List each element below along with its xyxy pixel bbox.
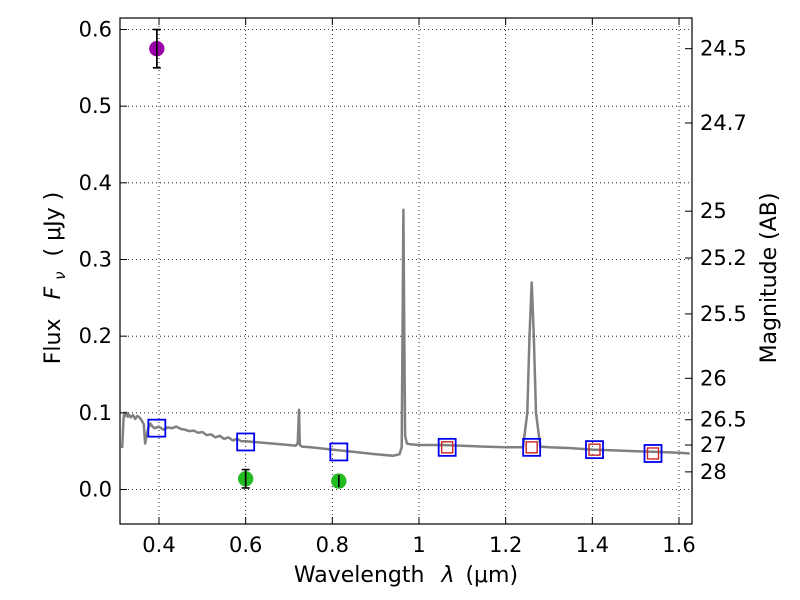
y-tick-label: 0.4 bbox=[79, 171, 112, 195]
magnitude-tick-label: 26 bbox=[700, 366, 727, 390]
x-tick-label: 1 bbox=[412, 533, 425, 557]
x-tick-label: 1.4 bbox=[576, 533, 609, 557]
magnitude-tick-label: 25 bbox=[700, 199, 727, 223]
x-axis-title: Wavelength λ (μm) bbox=[294, 563, 518, 588]
x-tick-label: 0.8 bbox=[316, 533, 349, 557]
x-axis: 0.4 0.6 0.8 1 1.2 1.4 1.6 bbox=[142, 18, 696, 557]
x-tick-label: 0.4 bbox=[142, 533, 175, 557]
magnitude-axis: 24.5 24.7 25 25.2 25.5 26 26.527 28 bbox=[685, 37, 747, 484]
magnitude-tick-label: 27 bbox=[700, 433, 727, 457]
infrared-band-square bbox=[440, 441, 454, 454]
plot-area bbox=[120, 28, 690, 489]
model-flux-square bbox=[585, 440, 604, 460]
infrared-band-square bbox=[646, 447, 660, 460]
model-flux-square bbox=[329, 442, 349, 462]
magnitude-tick-label: 24.5 bbox=[700, 37, 747, 61]
data-points bbox=[147, 28, 663, 489]
y-tick-label: 0.5 bbox=[79, 94, 112, 118]
model-flux-square bbox=[147, 418, 167, 438]
y-axis-title-prefix: Flux bbox=[41, 318, 66, 364]
infrared-band-square bbox=[525, 441, 538, 454]
spectrum-line bbox=[120, 208, 690, 458]
x-axis-symbol: λ bbox=[440, 563, 454, 588]
y-tick-label: 0.6 bbox=[79, 18, 112, 42]
x-axis-title-prefix: Wavelength bbox=[294, 563, 425, 588]
y-axis: 0.0 0.1 0.2 0.3 0.4 0.5 0.6 bbox=[79, 18, 127, 502]
y-axis-unit: ( μJy ) bbox=[41, 192, 66, 257]
x-axis-unit: (μm) bbox=[465, 563, 518, 588]
y-tick-label: 0.2 bbox=[79, 324, 112, 348]
magnitude-axis-title: Magnitude (AB) bbox=[757, 193, 782, 364]
y-tick-label: 0.3 bbox=[79, 248, 112, 272]
y-axis-symbol: F bbox=[41, 286, 66, 299]
x-tick-label: 1.2 bbox=[489, 533, 522, 557]
magnitude-tick-label: 25.5 bbox=[700, 302, 747, 326]
model-flux-square bbox=[643, 444, 663, 463]
y-axis-symbol-subscript: ν bbox=[51, 271, 69, 279]
magnitude-tick-label: 25.2 bbox=[700, 246, 747, 270]
plot-frame bbox=[119, 17, 693, 525]
model-flux-square bbox=[236, 432, 256, 452]
magnitude-tick-label: 24.7 bbox=[700, 111, 747, 135]
model-flux-square bbox=[437, 437, 457, 457]
y-tick-label: 0.1 bbox=[79, 401, 112, 425]
grid bbox=[120, 18, 692, 524]
y-axis-title: Flux F ν ( μJy ) bbox=[41, 192, 71, 364]
model-flux-square bbox=[522, 437, 542, 457]
infrared-band-square bbox=[588, 443, 601, 456]
magnitude-tick-label: 28 bbox=[700, 460, 727, 484]
x-tick-label: 0.6 bbox=[229, 533, 262, 557]
x-tick-label: 1.6 bbox=[662, 533, 695, 557]
y-tick-label: 0.0 bbox=[79, 478, 112, 502]
magnitude-tick-label: 26.5 bbox=[700, 408, 747, 432]
